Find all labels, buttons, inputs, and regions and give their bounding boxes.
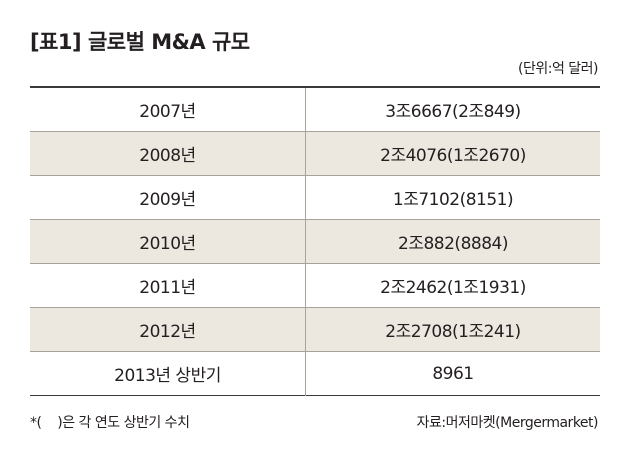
year-cell: 2012년 bbox=[30, 307, 306, 352]
year-cell: 2013년 상반기 bbox=[30, 351, 306, 396]
year-cell: 2008년 bbox=[30, 131, 306, 176]
value-cell: 8961 bbox=[432, 363, 474, 384]
table-row: 2009년 1조7102(8151) bbox=[30, 175, 600, 220]
table-row: 2011년 2조2462(1조1931) bbox=[30, 263, 600, 308]
unit-label: (단위:억 달러) bbox=[518, 61, 599, 77]
value-cell: 2조2708(1조241) bbox=[305, 307, 600, 352]
title: [표1] 글로벌 M&A 규모 bbox=[30, 30, 250, 54]
value-cell: 1조7102(8151) bbox=[305, 175, 600, 220]
year-cell: 2011년 bbox=[30, 263, 306, 308]
value-cell: 2조2462(1조1931) bbox=[305, 263, 600, 308]
table-row: 2008년 2조4076(1조2670) bbox=[30, 131, 600, 176]
year-cell: 2007년 bbox=[30, 87, 306, 132]
footnote: *( )은 각 연도 상반기 수치 bbox=[30, 415, 190, 431]
year-cell: 2009년 bbox=[30, 175, 306, 220]
value-cell: 2조4076(1조2670) bbox=[305, 131, 600, 176]
data-table: 2007년 3조6667(2조849) 2008년 2조4076(1조2670) 200… bbox=[30, 86, 600, 396]
table-row: 2007년 3조6667(2조849) bbox=[30, 87, 600, 132]
table-row: 2010년 2조882(8884) bbox=[30, 219, 600, 264]
source: 자료:머저마켓(Mergermarket) bbox=[416, 415, 599, 431]
value-cell: 3조6667(2조849) bbox=[305, 87, 600, 132]
table-row: 2012년 2조2708(1조241) bbox=[30, 307, 600, 352]
table-row: 2013년 상반기 8961 bbox=[30, 351, 600, 396]
value-cell: 2조882(8884) bbox=[305, 219, 600, 264]
year-cell: 2010년 bbox=[30, 219, 306, 264]
